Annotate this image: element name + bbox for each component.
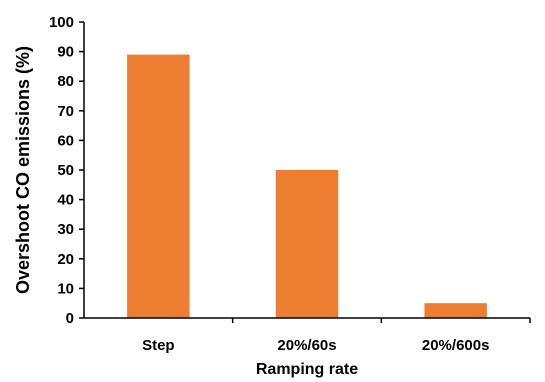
y-tick-label: 90 — [57, 44, 74, 61]
y-tick-label: 100 — [49, 14, 74, 31]
y-ticks-group: 0 10 20 30 40 50 60 70 80 90 100 — [49, 14, 84, 327]
x-ticks-group: Step 20%/60s 20%/600s — [142, 318, 531, 354]
x-tick-label: Step — [142, 337, 175, 354]
bar-1 — [127, 54, 190, 319]
bar-3 — [424, 303, 487, 318]
y-axis-title: Overshoot CO emissions (%) — [13, 46, 33, 294]
bar-2 — [275, 170, 339, 318]
y-tick-label: 50 — [57, 162, 74, 179]
x-axis-title: Ramping rate — [256, 361, 358, 378]
x-tick-label: 20%/600s — [422, 337, 490, 354]
y-tick-label: 30 — [57, 221, 74, 238]
x-tick-label: 20%/60s — [277, 337, 336, 354]
y-tick-label: 70 — [57, 103, 74, 120]
y-tick-label: 0 — [66, 310, 74, 327]
y-tick-label: 80 — [57, 73, 74, 90]
y-tick-label: 60 — [57, 132, 74, 149]
y-tick-label: 40 — [57, 192, 74, 209]
y-tick-label: 10 — [57, 280, 74, 297]
bars-group — [127, 54, 487, 319]
y-tick-label: 20 — [57, 251, 74, 268]
